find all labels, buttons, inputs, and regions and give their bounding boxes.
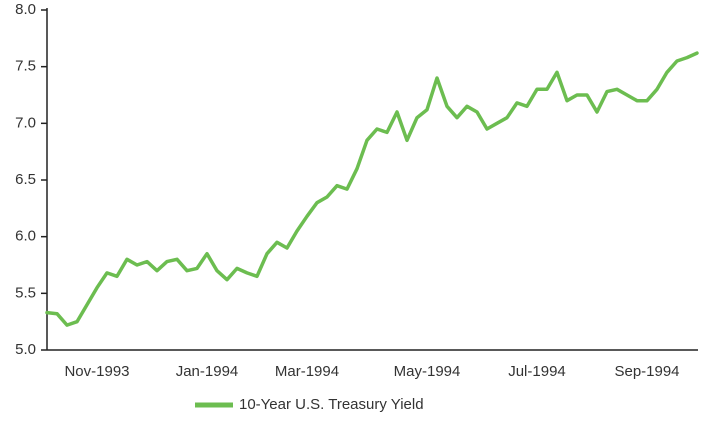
x-tick-label: May-1994 <box>394 363 461 380</box>
y-tick-label: 6.0 <box>15 228 36 245</box>
y-tick-label: 8.0 <box>15 1 36 18</box>
x-tick-label: Jul-1994 <box>508 363 566 380</box>
x-tick-label: Sep-1994 <box>614 363 679 380</box>
x-tick-label: Jan-1994 <box>176 363 239 380</box>
x-tick-label: Mar-1994 <box>275 363 339 380</box>
y-tick-label: 5.0 <box>15 341 36 358</box>
y-tick-label: 5.5 <box>15 284 36 301</box>
y-tick-label: 6.5 <box>15 171 36 188</box>
y-tick-label: 7.5 <box>15 58 36 75</box>
data-line <box>45 51 699 327</box>
legend-label: 10-Year U.S. Treasury Yield <box>239 396 424 413</box>
x-tick-label: Nov-1993 <box>64 363 129 380</box>
y-tick-label: 7.0 <box>15 114 36 131</box>
